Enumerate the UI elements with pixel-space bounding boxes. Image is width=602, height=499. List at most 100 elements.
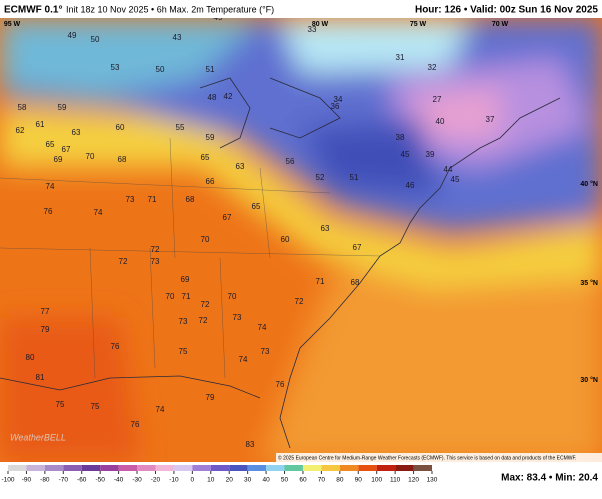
station-value: 70	[201, 235, 210, 244]
latitude-label: 35 °N	[580, 279, 598, 287]
station-value: 74	[46, 182, 55, 191]
colorbar-segment	[81, 465, 101, 471]
colorbar-label: -90	[22, 477, 32, 484]
colorbar-label: -60	[77, 477, 87, 484]
colorbar-label: 120	[408, 477, 419, 484]
station-value: 45	[214, 13, 223, 22]
colorbar-segment	[413, 465, 432, 471]
station-value: 71	[148, 195, 157, 204]
colorbar-label: -30	[132, 477, 142, 484]
colorbar-label: 90	[355, 477, 363, 484]
station-value: 66	[206, 177, 215, 186]
station-value: 70	[166, 292, 175, 301]
station-value: 73	[261, 347, 270, 356]
station-value: 68	[118, 155, 127, 164]
station-value: 51	[206, 65, 215, 74]
station-value: 60	[116, 123, 125, 132]
colorbar-segment	[118, 465, 138, 471]
colorbar-label: 20	[226, 477, 234, 484]
station-value: 74	[94, 208, 103, 217]
colorbar-segment	[173, 465, 193, 471]
colorbar-segment	[358, 465, 377, 471]
station-value: 72	[295, 297, 304, 306]
station-value: 36	[331, 102, 340, 111]
colorbar-label: 10	[207, 477, 215, 484]
station-value: 34	[334, 95, 343, 104]
station-value: 40	[436, 117, 445, 126]
station-value: 76	[131, 420, 140, 429]
station-value: 67	[223, 213, 232, 222]
colorbar-label: -80	[40, 477, 50, 484]
colorbar-segment	[376, 465, 396, 471]
colorbar-segment	[100, 465, 119, 471]
colorbar-label: 100	[371, 477, 382, 484]
colorbar-label: -10	[169, 477, 179, 484]
header-bar	[0, 0, 602, 18]
station-value: 76	[276, 380, 285, 389]
colorbar-segment	[44, 465, 64, 471]
colorbar-segment	[63, 465, 82, 471]
station-value: 71	[182, 292, 191, 301]
colorbar-segment	[302, 465, 322, 471]
station-value: 58	[18, 103, 27, 112]
station-value: 63	[72, 128, 81, 137]
station-value: 79	[206, 393, 215, 402]
station-value: 60	[281, 235, 290, 244]
station-value: 72	[119, 257, 128, 266]
station-value: 80	[26, 353, 35, 362]
station-value: 69	[181, 275, 190, 284]
station-value: 72	[201, 300, 210, 309]
copyright-bg	[276, 453, 602, 462]
station-value: 76	[44, 207, 53, 216]
station-value: 42	[224, 92, 233, 101]
latitude-label: 40 °N	[580, 180, 598, 188]
station-value: 68	[186, 195, 195, 204]
station-value: 45	[451, 175, 460, 184]
station-value: 33	[308, 25, 317, 34]
station-value: 70	[228, 292, 237, 301]
map: 4950434553505148425859616055596263656769…	[0, 13, 602, 462]
station-value: 65	[252, 202, 261, 211]
station-value: 69	[54, 155, 63, 164]
colorbar-label: 40	[262, 477, 270, 484]
colorbar-segment	[210, 465, 230, 471]
subtitle: Init 18z 10 Nov 2025 • 6h Max. 2m Temper…	[66, 4, 274, 14]
station-value: 65	[201, 153, 210, 162]
colorbar-segment	[229, 465, 248, 471]
station-value: 79	[41, 325, 50, 334]
station-value: 38	[396, 133, 405, 142]
station-value: 62	[16, 126, 25, 135]
station-value: 70	[86, 152, 95, 161]
station-value: 44	[444, 165, 453, 174]
colorbar-segment	[339, 465, 359, 471]
colorbar-segment	[321, 465, 340, 471]
logo: WeatherBELL	[10, 432, 66, 442]
station-value: 68	[351, 278, 360, 287]
colorbar-label: 80	[336, 477, 344, 484]
station-value: 76	[111, 342, 120, 351]
station-value: 73	[233, 313, 242, 322]
station-value: 81	[36, 373, 45, 382]
copyright: © 2025 European Centre for Medium-Range …	[278, 454, 576, 461]
colorbar-label: 70	[318, 477, 326, 484]
colorbar-label: 50	[281, 477, 289, 484]
station-value: 71	[316, 277, 325, 286]
station-value: 77	[41, 307, 50, 316]
colorbar-segment	[26, 465, 45, 471]
station-value: 48	[208, 93, 217, 102]
longitude-label: 80 W	[312, 21, 329, 28]
station-value: 53	[111, 63, 120, 72]
station-value: 73	[179, 317, 188, 326]
station-value: 59	[206, 133, 215, 142]
colorbar-label: 130	[427, 477, 438, 484]
station-value: 67	[353, 243, 362, 252]
latitude-label: 30 °N	[580, 376, 598, 384]
station-value: 45	[401, 150, 410, 159]
coastlines	[0, 77, 561, 449]
station-value: 51	[350, 173, 359, 182]
station-value: 56	[286, 157, 295, 166]
station-value: 63	[321, 224, 330, 233]
station-value: 49	[68, 31, 77, 40]
station-value: 72	[151, 245, 160, 254]
longitude-label: 75 W	[410, 21, 427, 28]
